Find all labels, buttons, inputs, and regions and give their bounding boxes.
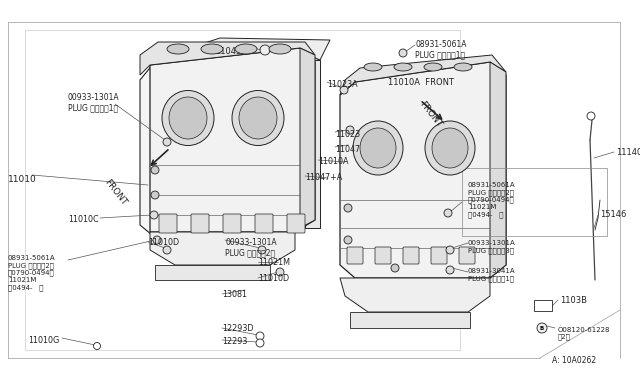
Circle shape	[256, 339, 264, 347]
Polygon shape	[300, 48, 315, 228]
Polygon shape	[305, 60, 320, 228]
FancyBboxPatch shape	[534, 300, 552, 311]
Ellipse shape	[353, 121, 403, 175]
Text: 11021M: 11021M	[258, 258, 290, 267]
Text: 13081: 13081	[222, 290, 247, 299]
Polygon shape	[340, 278, 490, 312]
FancyBboxPatch shape	[375, 247, 391, 264]
Ellipse shape	[162, 90, 214, 145]
Circle shape	[260, 45, 270, 55]
FancyBboxPatch shape	[223, 214, 241, 233]
Text: 11023A: 11023A	[327, 80, 358, 89]
FancyBboxPatch shape	[347, 247, 363, 264]
Text: 08931-5061A
PLUG プラグ（1）: 08931-5061A PLUG プラグ（1）	[415, 40, 467, 60]
Ellipse shape	[235, 44, 257, 54]
Circle shape	[163, 138, 171, 146]
Circle shape	[256, 332, 264, 340]
Ellipse shape	[201, 44, 223, 54]
Circle shape	[93, 343, 100, 350]
Text: Ò08120-61228
（2）: Ò08120-61228 （2）	[558, 326, 611, 340]
Circle shape	[446, 246, 454, 254]
Text: 11047: 11047	[335, 145, 360, 154]
Text: 11010D: 11010D	[258, 274, 289, 283]
Text: FRONT: FRONT	[417, 100, 443, 129]
Text: 15146: 15146	[600, 210, 627, 219]
Circle shape	[537, 323, 547, 333]
Text: B: B	[540, 326, 544, 330]
FancyBboxPatch shape	[287, 214, 305, 233]
Text: 11010D: 11010D	[148, 238, 179, 247]
Polygon shape	[150, 232, 295, 265]
Ellipse shape	[360, 128, 396, 168]
Ellipse shape	[239, 97, 277, 139]
Ellipse shape	[454, 63, 472, 71]
FancyBboxPatch shape	[431, 247, 447, 264]
Circle shape	[446, 266, 454, 274]
Circle shape	[150, 211, 158, 219]
Polygon shape	[150, 48, 315, 232]
Text: 08931-5061A
PLUG プラグ（2）
｛0790-0494｝
11021M
｛0494-   ｝: 08931-5061A PLUG プラグ（2） ｛0790-0494｝ 1102…	[468, 182, 516, 218]
Text: 00933-1301A
PLUG プラグ（3）: 00933-1301A PLUG プラグ（3）	[468, 240, 516, 254]
Text: 12293: 12293	[222, 337, 248, 346]
Circle shape	[444, 209, 452, 217]
Ellipse shape	[394, 63, 412, 71]
Circle shape	[344, 236, 352, 244]
Polygon shape	[350, 312, 470, 328]
Circle shape	[587, 112, 595, 120]
Ellipse shape	[424, 63, 442, 71]
Text: 11140: 11140	[616, 148, 640, 157]
FancyBboxPatch shape	[403, 247, 419, 264]
Text: 11023: 11023	[335, 130, 360, 139]
Circle shape	[344, 204, 352, 212]
Text: 11010: 11010	[8, 175, 36, 184]
Circle shape	[153, 236, 161, 244]
Polygon shape	[490, 62, 506, 278]
Text: 1103B: 1103B	[560, 296, 587, 305]
Circle shape	[151, 166, 159, 174]
Polygon shape	[340, 55, 506, 95]
Text: 21045Q: 21045Q	[215, 47, 248, 56]
Circle shape	[163, 246, 171, 254]
Ellipse shape	[167, 44, 189, 54]
Text: 11010A  FRONT: 11010A FRONT	[388, 78, 454, 87]
Text: 11010A: 11010A	[318, 157, 349, 166]
Text: FRONT: FRONT	[102, 178, 128, 208]
Ellipse shape	[269, 44, 291, 54]
Text: 11010C: 11010C	[68, 215, 99, 224]
Circle shape	[346, 126, 354, 134]
Ellipse shape	[432, 128, 468, 168]
Text: 11047+A: 11047+A	[305, 173, 342, 182]
FancyBboxPatch shape	[159, 214, 177, 233]
Polygon shape	[340, 62, 506, 278]
Ellipse shape	[232, 90, 284, 145]
Circle shape	[276, 268, 284, 276]
Circle shape	[151, 191, 159, 199]
Text: 00933-1301A
PLUG プラグ（1）: 00933-1301A PLUG プラグ（1）	[68, 93, 120, 112]
Text: A: 10A0262: A: 10A0262	[552, 356, 596, 365]
Polygon shape	[158, 38, 330, 60]
Ellipse shape	[364, 63, 382, 71]
Text: 11021M: 11021M	[435, 150, 467, 159]
Circle shape	[399, 49, 407, 57]
Ellipse shape	[169, 97, 207, 139]
Text: 11010G: 11010G	[28, 336, 60, 345]
Circle shape	[258, 246, 266, 254]
Text: 12293D: 12293D	[222, 324, 253, 333]
Text: 08931-5061A
PLUG プラグ（2）
｛0790-0494｝
11021M
｛0494-   ｝: 08931-5061A PLUG プラグ（2） ｛0790-0494｝ 1102…	[8, 255, 56, 291]
Text: 00933-1301A
PLUG プラグ（2）: 00933-1301A PLUG プラグ（2）	[225, 238, 276, 257]
FancyBboxPatch shape	[255, 214, 273, 233]
Polygon shape	[155, 265, 270, 280]
Polygon shape	[140, 42, 315, 75]
FancyBboxPatch shape	[459, 247, 475, 264]
Polygon shape	[140, 45, 320, 240]
FancyBboxPatch shape	[191, 214, 209, 233]
Circle shape	[340, 86, 348, 94]
Text: 08931-3041A
PLUG プラグ（1）: 08931-3041A PLUG プラグ（1）	[468, 268, 516, 282]
Circle shape	[391, 264, 399, 272]
Ellipse shape	[425, 121, 475, 175]
